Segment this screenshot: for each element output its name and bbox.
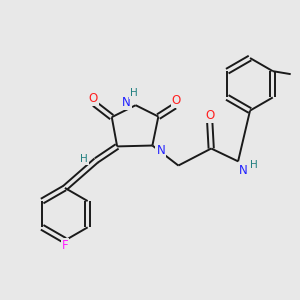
Text: O: O <box>172 94 181 107</box>
Text: F: F <box>61 239 68 252</box>
Text: N: N <box>122 96 131 109</box>
Text: H: H <box>250 160 257 170</box>
Text: H: H <box>130 88 138 98</box>
Text: O: O <box>205 109 214 122</box>
Text: N: N <box>239 164 248 177</box>
Text: O: O <box>88 92 98 105</box>
Text: H: H <box>80 154 88 164</box>
Text: N: N <box>156 144 165 158</box>
